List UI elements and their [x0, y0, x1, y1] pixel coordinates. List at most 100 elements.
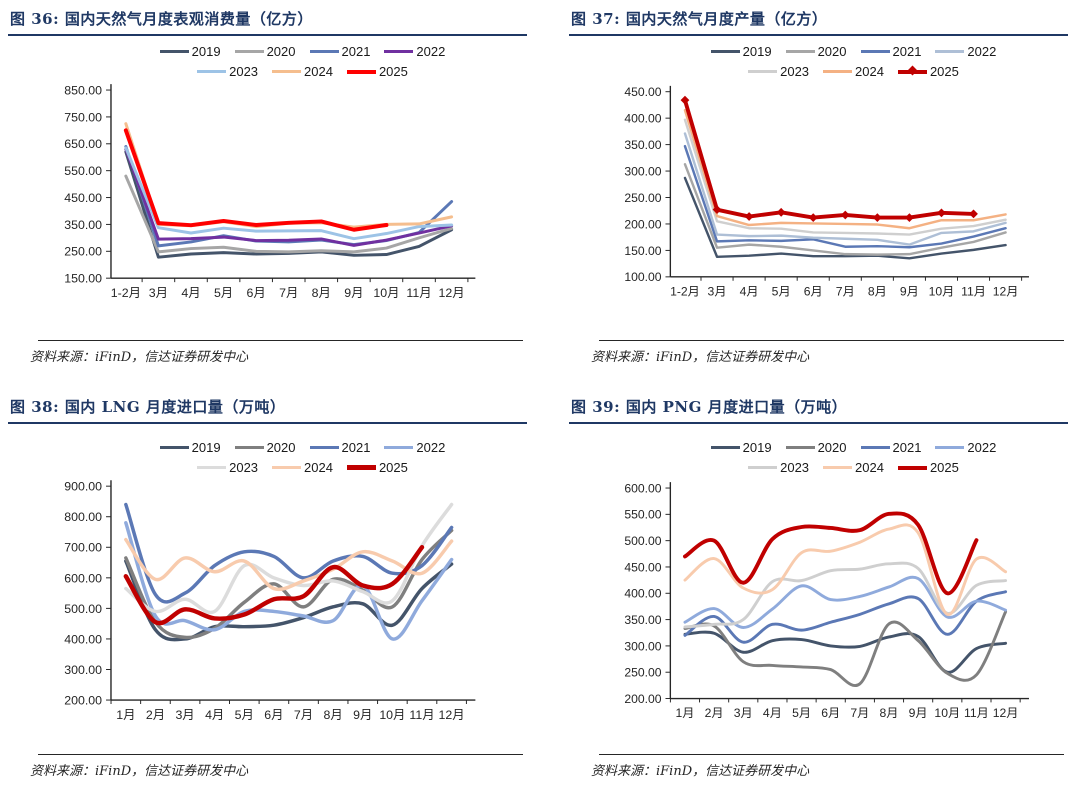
- diamond-marker-icon: [872, 213, 882, 222]
- legend-item-2020: 2020: [234, 440, 296, 455]
- legend-line-swatch: [346, 465, 376, 470]
- y-tick-label: 200.00: [624, 692, 661, 706]
- legend-label: 2020: [266, 440, 296, 455]
- chart-39-title: 图 39: 国内 PNG 月度进口量（万吨）: [569, 394, 1068, 424]
- x-tick-label: 6月: [821, 706, 840, 720]
- legend-row: 2019 2020 2021 2022: [710, 440, 996, 455]
- x-tick-label: 1月: [675, 706, 694, 720]
- legend-line-swatch: [935, 50, 965, 53]
- x-tick-label: 5月: [772, 284, 791, 298]
- x-tick-label: 11月: [964, 706, 989, 720]
- series-2025: [683, 511, 979, 596]
- y-axis: 200.00 250.00 300.00 350.00 400.00 450.00 500.…: [624, 481, 672, 706]
- chart-38-legend: 2019 2020 2021 2022 2023 2024 2025: [78, 440, 527, 475]
- y-tick-label: 550.00: [624, 508, 661, 522]
- y-axis: 150.00 250.00 350.00 450.00 550.00 650.00 750.…: [64, 83, 112, 286]
- legend-line-swatch: [234, 50, 264, 53]
- chart-36-legend: 2019 2020 2021 2022 2023 2024 2025: [78, 44, 527, 79]
- legend-line-swatch: [860, 50, 890, 53]
- y-tick-label: 250.00: [64, 245, 102, 259]
- x-tick-label: 7月: [850, 706, 869, 720]
- legend-label: 2023: [780, 460, 810, 475]
- diamond-marker-icon: [680, 95, 690, 105]
- x-tick-label: 1-2月: [670, 284, 700, 298]
- diamond-marker-icon: [776, 207, 786, 217]
- x-tick-label: 10月: [934, 706, 960, 720]
- legend-label: 2022: [416, 440, 446, 455]
- x-tick-label: 6月: [247, 286, 266, 300]
- legend-item-2021: 2021: [309, 440, 370, 455]
- legend-item-2023: 2023: [748, 460, 809, 475]
- x-tick-label: 8月: [868, 284, 887, 298]
- y-tick-label: 900.00: [64, 480, 102, 494]
- legend-label: 2021: [341, 44, 371, 59]
- series-2022: [683, 575, 1008, 629]
- legend-line-swatch: [309, 445, 339, 450]
- y-tick-label: 350.00: [64, 218, 102, 232]
- y-tick-label: 800.00: [64, 510, 102, 524]
- legend-row: 2019 2020 2021 2022: [710, 44, 996, 59]
- legend-label: 2019: [191, 440, 221, 455]
- legend-item-2025: 2025: [346, 64, 408, 79]
- series-2020: [124, 174, 454, 254]
- legend-label: 2023: [229, 64, 259, 79]
- legend-label: 2020: [817, 44, 847, 59]
- y-tick-label: 700.00: [64, 541, 102, 555]
- legend-line-swatch: [384, 445, 414, 450]
- x-tick-label: 10月: [373, 286, 399, 300]
- source-note: 资料来源：iFinD，信达证券研发中心: [30, 350, 249, 365]
- x-tick-label: 3月: [734, 706, 753, 720]
- series-2019: [683, 630, 1008, 674]
- legend-line-swatch: [785, 50, 815, 53]
- x-tick-label: 12月: [439, 286, 465, 300]
- series-2025: [680, 95, 978, 222]
- legend-row: 2023 2024 2025: [748, 460, 959, 475]
- y-tick-label: 400.00: [64, 632, 102, 646]
- series-2024: [124, 122, 454, 229]
- legend-line-swatch: [785, 446, 815, 449]
- x-tick-label: 8月: [880, 706, 899, 720]
- series-2024: [683, 523, 1008, 616]
- chart-panel-39: 图 39: 国内 PNG 月度进口量（万吨） 2019 2020 2021 2022 2…: [537, 380, 1074, 794]
- y-tick-label: 350.00: [624, 138, 661, 152]
- chart-39-area: 2019 2020 2021 2022 2023 2024 2025 200.00 250.0…: [569, 424, 1068, 733]
- legend-line-swatch: [823, 70, 853, 73]
- legend-label: 2021: [892, 44, 922, 59]
- y-tick-label: 350.00: [624, 613, 661, 627]
- y-tick-label: 300.00: [624, 164, 661, 178]
- x-axis: 1月 2月 3月 4月 5月 6月 7月 8月 9月 10月 11月 12月: [669, 697, 1029, 720]
- legend-item-2024: 2024: [823, 64, 884, 79]
- legend-item-2025: 2025: [897, 460, 959, 475]
- y-tick-label: 600.00: [64, 571, 102, 585]
- y-tick-label: 400.00: [624, 587, 661, 601]
- series-2022: [683, 132, 1007, 246]
- legend-line-swatch: [384, 50, 414, 53]
- chart-panel-36: 图 36: 国内天然气月度表观消费量（亿方） 2019 2020 2021 2022 2…: [0, 0, 537, 380]
- x-axis: 1-2月 3月 4月 5月 6月 7月 8月 9月 10月 11月 12月: [111, 277, 476, 300]
- y-tick-label: 300.00: [624, 639, 661, 653]
- legend-label: 2019: [191, 44, 221, 59]
- legend-item-2021: 2021: [860, 440, 921, 455]
- series-2023: [683, 118, 1007, 236]
- legend-label: 2025: [378, 64, 408, 79]
- x-tick-label: 8月: [312, 286, 331, 300]
- y-tick-label: 450.00: [64, 191, 102, 205]
- x-tick-label: 11月: [406, 286, 431, 300]
- legend-item-2019: 2019: [710, 440, 772, 455]
- legend-label: 2019: [742, 44, 772, 59]
- x-tick-label: 10月: [929, 284, 955, 298]
- legend-item-2024: 2024: [272, 460, 333, 475]
- x-tick-label: 1-2月: [111, 286, 141, 300]
- x-tick-label: 6月: [804, 284, 823, 298]
- x-tick-label: 11月: [961, 284, 986, 298]
- chart-37-area: 2019 2020 2021 2022 2023 2024 2025 100.00 150.0…: [569, 36, 1068, 311]
- legend-item-2021: 2021: [309, 44, 371, 59]
- chart-36-title: 图 36: 国内天然气月度表观消费量（亿方）: [8, 6, 527, 36]
- chart-37-source-row: 资料来源：iFinD，信达证券研发中心: [591, 340, 1064, 366]
- legend-item-2020: 2020: [785, 440, 847, 455]
- legend-label: 2024: [304, 64, 333, 79]
- legend-label: 2024: [304, 460, 333, 475]
- legend-label: 2025: [929, 460, 959, 475]
- x-axis: 1-2月 3月 4月 5月 6月 7月 8月 9月 10月 11月 12月: [670, 276, 1029, 298]
- chart-39-line-chart: 200.00 250.00 300.00 350.00 400.00 450.00 500.…: [624, 481, 1029, 720]
